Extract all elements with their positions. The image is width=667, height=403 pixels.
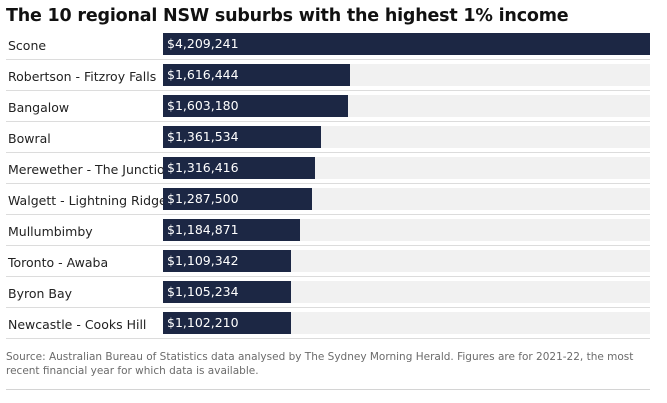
bar-row: Walgett - Lightning Ridge $1,287,500	[0, 186, 667, 217]
bar-value-label: $1,105,234	[167, 284, 239, 299]
bar	[163, 250, 291, 272]
category-label: Bangalow	[8, 100, 70, 115]
bar-row: Merewether - The Junction $1,316,416	[0, 155, 667, 186]
bar	[163, 312, 291, 334]
bar	[163, 95, 348, 117]
bar-row: Newcastle - Cooks Hill $1,102,210	[0, 310, 667, 341]
bar-value-label: $1,109,342	[167, 253, 239, 268]
bar-value-label: $1,287,500	[167, 191, 239, 206]
bar-row: Mullumbimby $1,184,871	[0, 217, 667, 248]
bar-track: $4,209,241	[163, 33, 650, 55]
bar-value-label: $1,184,871	[167, 222, 239, 237]
bar	[163, 64, 350, 86]
row-divider	[6, 152, 650, 153]
row-divider	[6, 214, 650, 215]
category-label: Walgett - Lightning Ridge	[8, 193, 167, 208]
bar-row: Bangalow $1,603,180	[0, 93, 667, 124]
bar-value-label: $1,616,444	[167, 67, 239, 82]
row-divider	[6, 183, 650, 184]
bar-track: $1,102,210	[163, 312, 650, 334]
bar-value-label: $1,102,210	[167, 315, 239, 330]
category-label: Mullumbimby	[8, 224, 93, 239]
row-divider	[6, 276, 650, 277]
bar-row: Robertson - Fitzroy Falls $1,616,444	[0, 62, 667, 93]
category-label: Robertson - Fitzroy Falls	[8, 69, 157, 84]
category-label: Scone	[8, 38, 47, 53]
bar-row: Toronto - Awaba $1,109,342	[0, 248, 667, 279]
bar	[163, 281, 291, 303]
bar-track: $1,316,416	[163, 157, 650, 179]
bar	[163, 188, 312, 210]
source-note: Source: Australian Bureau of Statistics …	[6, 351, 634, 377]
bar-track: $1,616,444	[163, 64, 650, 86]
bar-row: Bowral $1,361,534	[0, 124, 667, 155]
category-label: Bowral	[8, 131, 51, 146]
row-divider	[6, 307, 650, 308]
bar-row: Scone $4,209,241	[0, 31, 667, 62]
chart-title: The 10 regional NSW suburbs with the hig…	[6, 6, 569, 26]
bar-value-label: $1,603,180	[167, 98, 239, 113]
bar-chart: Scone $4,209,241 Robertson - Fitzroy Falls…	[0, 31, 667, 341]
bar-value-label: $4,209,241	[167, 36, 239, 51]
row-divider	[6, 338, 650, 339]
row-divider	[6, 90, 650, 91]
bar-row: Byron Bay $1,105,234	[0, 279, 667, 310]
bar-track: $1,184,871	[163, 219, 650, 241]
row-divider	[6, 245, 650, 246]
row-divider	[6, 121, 650, 122]
category-label: Merewether - The Junction	[8, 162, 173, 177]
bar-value-label: $1,316,416	[167, 160, 239, 175]
bar-track: $1,109,342	[163, 250, 650, 272]
bar-track: $1,287,500	[163, 188, 650, 210]
bottom-divider	[6, 389, 650, 390]
row-divider	[6, 59, 650, 60]
category-label: Toronto - Awaba	[8, 255, 109, 270]
bar-track: $1,361,534	[163, 126, 650, 148]
bar-track: $1,603,180	[163, 95, 650, 117]
bar	[163, 126, 321, 148]
bar	[163, 157, 315, 179]
category-label: Byron Bay	[8, 286, 73, 301]
bar	[163, 219, 300, 241]
bar-value-label: $1,361,534	[167, 129, 239, 144]
category-label: Newcastle - Cooks Hill	[8, 317, 147, 332]
bar-track: $1,105,234	[163, 281, 650, 303]
bar	[163, 33, 650, 55]
